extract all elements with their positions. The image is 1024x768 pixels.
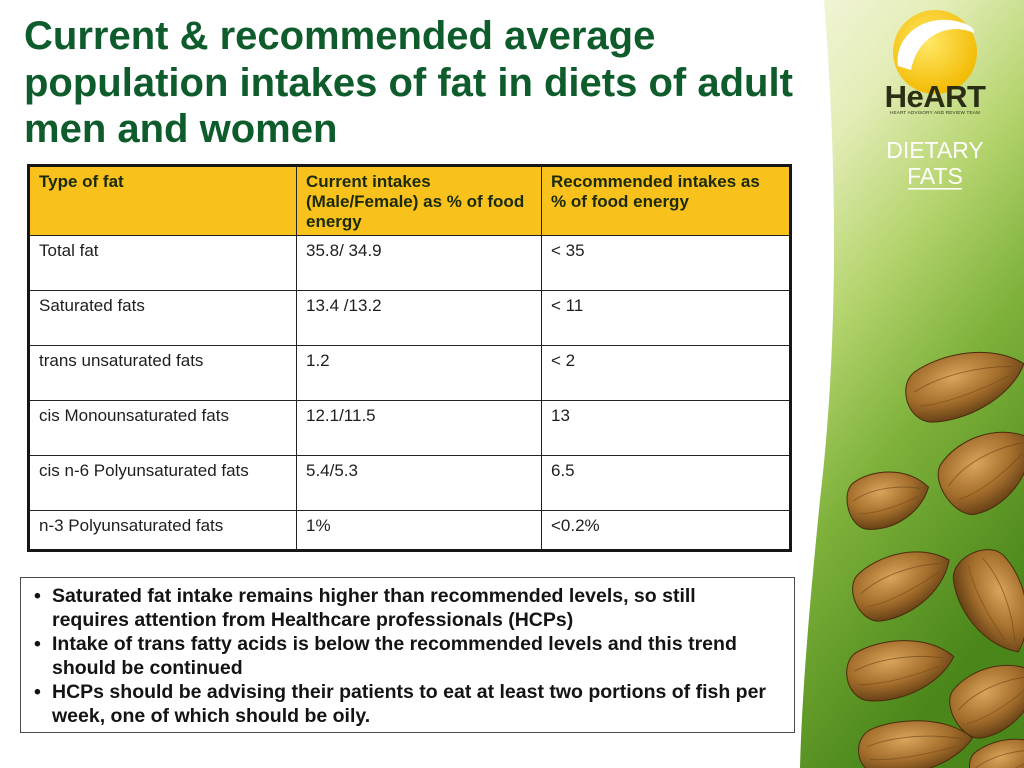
current-intake-cell: 5.4/5.3 <box>296 455 542 511</box>
recommended-intake-cell: 13 <box>541 400 791 456</box>
header-recommended-intakes: Recommended intakes as % of food energy <box>541 165 791 236</box>
logo-swoosh-icon <box>897 19 975 70</box>
recommended-intake-cell: 6.5 <box>541 455 791 511</box>
bullet-item: HCPs should be advising their patients t… <box>21 680 774 728</box>
fat-type-cell: trans unsaturated fats <box>28 345 297 401</box>
current-intake-cell: 13.4 /13.2 <box>296 290 542 346</box>
fat-type-cell: Total fat <box>28 235 297 291</box>
fat-intake-table: Type of fat Current intakes (Male/Female… <box>27 164 792 552</box>
fat-type-cell: Saturated fats <box>28 290 297 346</box>
table-header-row: Type of fat Current intakes (Male/Female… <box>28 165 791 236</box>
logo-name: HeART <box>885 79 986 114</box>
fat-type-cell: n-3 Polyunsaturated fats <box>28 510 297 551</box>
key-points-list: Saturated fat intake remains higher than… <box>21 584 794 728</box>
current-intake-cell: 1% <box>296 510 542 551</box>
topic-label: DIETARY FATS <box>886 137 984 190</box>
fat-type-cell: cis n-6 Polyunsaturated fats <box>28 455 297 511</box>
topic-line-dietary: DIETARY <box>886 137 984 163</box>
current-intake-cell: 35.8/ 34.9 <box>296 235 542 291</box>
header-type-of-fat: Type of fat <box>28 165 297 236</box>
slide-title: Current & recommended average population… <box>24 14 793 151</box>
heart-logo: HeART HEART ADVISORY AND REVIEW TEAM <box>885 10 986 115</box>
table-row: n-3 Polyunsaturated fats 1% <0.2% <box>28 510 791 551</box>
header-current-intakes: Current intakes (Male/Female) as % of fo… <box>296 165 542 236</box>
recommended-intake-cell: < 35 <box>541 235 791 291</box>
topic-line-fats: FATS <box>907 163 963 189</box>
recommended-intake-cell: <0.2% <box>541 510 791 551</box>
table-row: Saturated fats 13.4 /13.2 < 11 <box>28 290 791 346</box>
logo-tagline: HEART ADVISORY AND REVIEW TEAM <box>890 110 980 115</box>
topic-underline <box>908 188 962 190</box>
side-panel-artwork: HeART HEART ADVISORY AND REVIEW TEAM DIE… <box>800 0 1024 768</box>
recommended-intake-cell: < 2 <box>541 345 791 401</box>
bullet-item: Intake of trans fatty acids is below the… <box>21 632 774 680</box>
bullet-item: Saturated fat intake remains higher than… <box>21 584 774 632</box>
table-row: cis Monounsaturated fats 12.1/11.5 13 <box>28 400 791 456</box>
key-points-box: Saturated fat intake remains higher than… <box>20 577 795 733</box>
fat-type-cell: cis Monounsaturated fats <box>28 400 297 456</box>
current-intake-cell: 1.2 <box>296 345 542 401</box>
recommended-intake-cell: < 11 <box>541 290 791 346</box>
table-row: trans unsaturated fats 1.2 < 2 <box>28 345 791 401</box>
current-intake-cell: 12.1/11.5 <box>296 400 542 456</box>
table-row: Total fat 35.8/ 34.9 < 35 <box>28 235 791 291</box>
table-row: cis n-6 Polyunsaturated fats 5.4/5.3 6.5 <box>28 455 791 511</box>
